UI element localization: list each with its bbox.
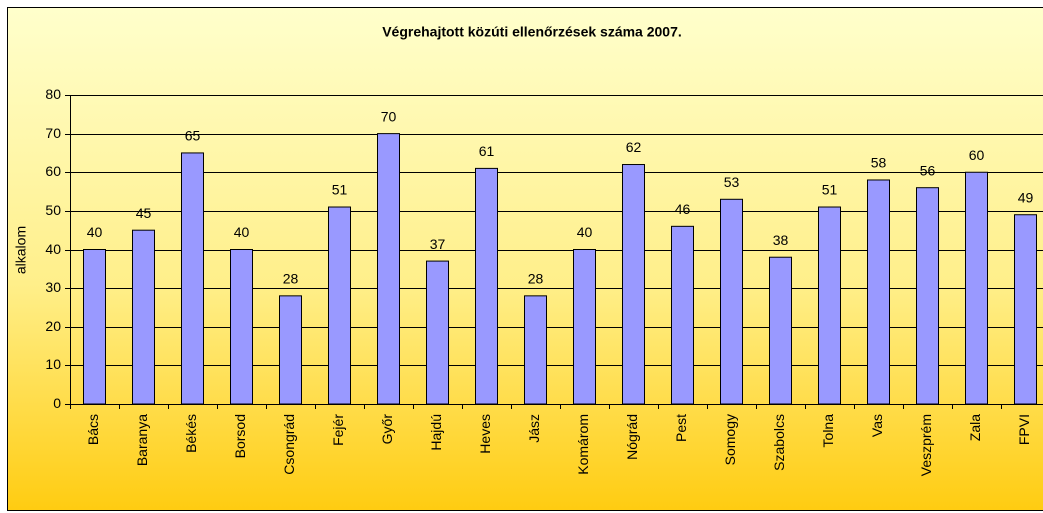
y-tick-label: 50 xyxy=(45,202,61,218)
bar xyxy=(965,171,988,405)
x-tick-label: Borsod xyxy=(232,414,248,458)
bar xyxy=(1014,214,1037,405)
x-tick-label: Bács xyxy=(85,414,101,445)
bar xyxy=(769,256,792,405)
data-label: 70 xyxy=(381,108,397,124)
data-label: 40 xyxy=(87,224,103,240)
data-label: 53 xyxy=(724,174,740,190)
x-tick-label: Vas xyxy=(869,414,885,437)
y-tick-label: 10 xyxy=(45,356,61,372)
bar xyxy=(524,295,547,405)
y-tick-label: 80 xyxy=(45,86,61,102)
x-tick-label: FPVI xyxy=(1016,414,1032,445)
bar xyxy=(377,133,400,405)
bar xyxy=(230,249,253,405)
x-tick-label: Győr xyxy=(379,414,395,445)
data-label: 62 xyxy=(626,139,642,155)
y-tick-label: 70 xyxy=(45,125,61,141)
x-tick-label: Hajdú xyxy=(428,414,444,451)
bar xyxy=(818,206,841,405)
data-label: 51 xyxy=(332,182,348,198)
bar xyxy=(83,249,106,405)
chart-title: Végrehajtott közúti ellenőrzések száma 2… xyxy=(382,24,682,40)
x-tick-label: Fejér xyxy=(330,414,346,446)
x-tick-label: Komárom xyxy=(575,414,591,475)
bar xyxy=(132,229,155,405)
data-label: 58 xyxy=(871,155,887,171)
y-tick-label: 0 xyxy=(53,395,61,411)
bar xyxy=(867,179,890,405)
x-tick-label: Jász xyxy=(526,414,542,443)
bar xyxy=(328,206,351,405)
bar xyxy=(475,167,498,405)
data-label: 28 xyxy=(283,271,299,287)
y-tick-label: 40 xyxy=(45,241,61,257)
data-label: 37 xyxy=(430,236,446,252)
x-tick-label: Szabolcs xyxy=(771,414,787,471)
data-label: 56 xyxy=(920,162,936,178)
x-tick-label: Baranya xyxy=(134,414,150,466)
data-label: 65 xyxy=(185,128,201,144)
data-label: 45 xyxy=(136,205,152,221)
data-label: 49 xyxy=(1018,189,1034,205)
x-tick-label: Csongrád xyxy=(281,414,297,475)
x-tick-label: Zala xyxy=(967,414,983,441)
data-label: 28 xyxy=(528,271,544,287)
x-tick-label: Heves xyxy=(477,414,493,454)
y-axis-label: alkalom xyxy=(13,226,29,274)
data-label: 40 xyxy=(234,224,250,240)
bar xyxy=(426,260,449,405)
y-tick-label: 30 xyxy=(45,279,61,295)
x-tick-label: Nógrád xyxy=(624,414,640,460)
x-tick-label: Pest xyxy=(673,414,689,442)
data-label: 61 xyxy=(479,143,495,159)
bar xyxy=(573,249,596,405)
data-label: 38 xyxy=(773,232,789,248)
y-tick-label: 20 xyxy=(45,318,61,334)
x-tick-label: Békés xyxy=(183,414,199,453)
bar xyxy=(720,198,743,405)
data-label: 46 xyxy=(675,201,691,217)
data-label: 60 xyxy=(969,147,985,163)
bar xyxy=(671,225,694,405)
data-label: 40 xyxy=(577,224,593,240)
bar xyxy=(181,152,204,405)
y-tick-label: 60 xyxy=(45,163,61,179)
bar xyxy=(622,164,645,405)
x-tick-label: Tolna xyxy=(820,414,836,448)
x-tick-label: Veszprém xyxy=(918,414,934,476)
bar xyxy=(279,295,302,405)
bar xyxy=(916,187,939,405)
x-tick-label: Somogy xyxy=(722,414,738,465)
data-label: 51 xyxy=(822,182,838,198)
